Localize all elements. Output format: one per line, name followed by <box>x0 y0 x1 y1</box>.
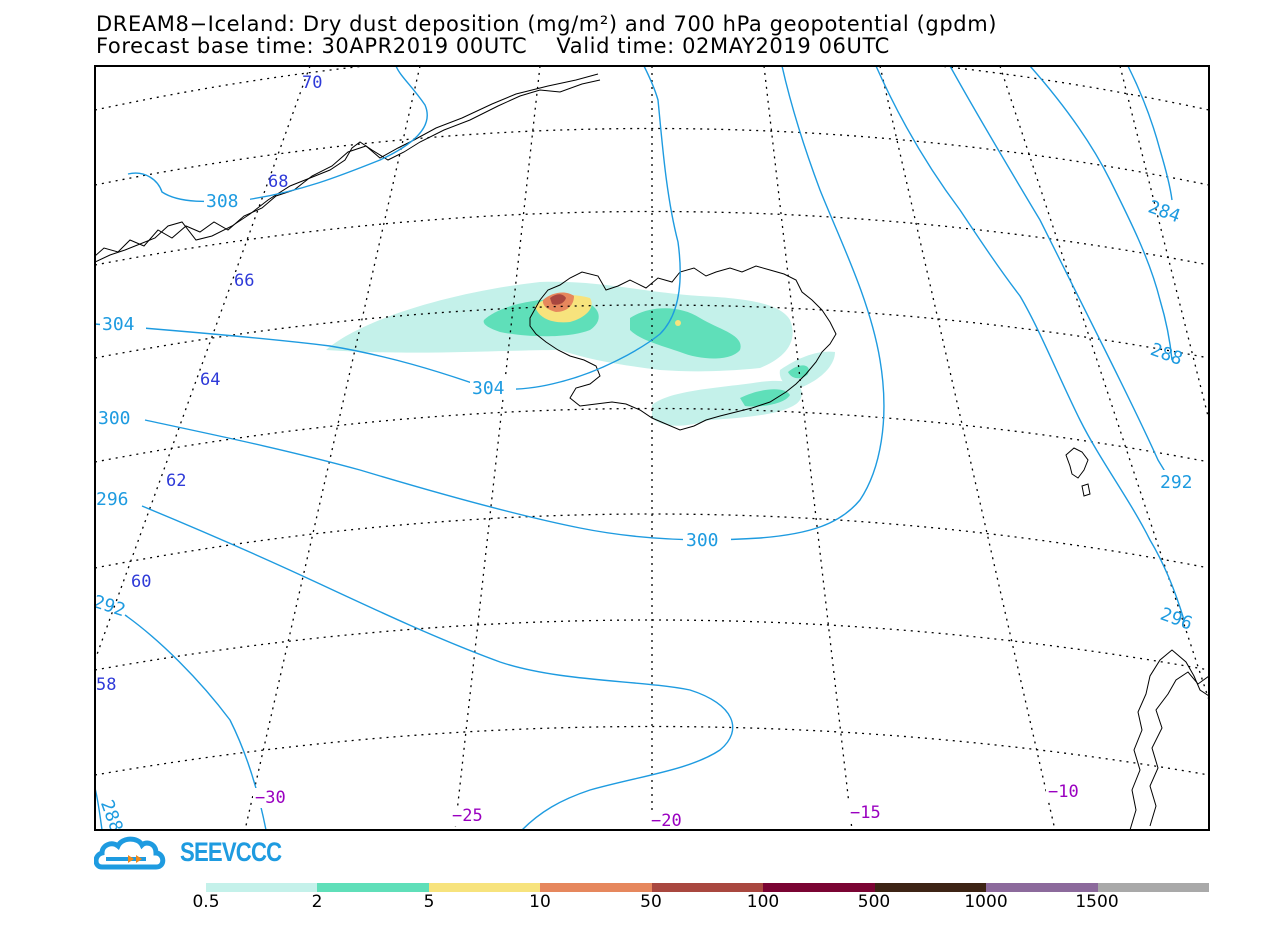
contour-label-292-east: 292 <box>1158 470 1204 493</box>
colorbar-label: 5 <box>423 892 435 912</box>
valid-time: Valid time: 02MAY2019 06UTC <box>556 34 890 58</box>
contour-label-300-b: 300 <box>683 530 731 551</box>
contour-label-304-b: 304 <box>470 377 516 399</box>
contour-label-300b-text: 300 <box>686 530 719 551</box>
colorbar-label: 1000 <box>964 892 1008 912</box>
map-title: DREAM8−Iceland: Dry dust deposition (mg/… <box>96 12 998 36</box>
dust-level-50 <box>550 294 566 305</box>
contour-296 <box>141 505 734 830</box>
faroe-islands <box>1065 447 1091 497</box>
lat-label-62: 62 <box>166 471 186 491</box>
lat-label-60: 60 <box>131 572 151 592</box>
contour-292-east <box>949 66 1171 481</box>
lat-label-66: 66 <box>234 271 254 291</box>
contour-label-288-east-text: 288 <box>1148 339 1186 370</box>
contour-label-292-text: 292 <box>90 591 127 621</box>
dust-spot-5 <box>675 320 681 326</box>
forecast-base-time: Forecast base time: 30APR2019 00UTC <box>96 34 528 58</box>
lon-label-w30: −30 <box>255 788 286 808</box>
seevccc-logo <box>94 836 166 870</box>
contour-label-296-text: 296 <box>96 489 129 510</box>
colorbar-label: 10 <box>529 892 551 912</box>
latitude-line-66 <box>95 210 1209 266</box>
colorbar <box>206 883 1209 892</box>
dust-level-2-central <box>630 308 741 359</box>
contour-label-300-a: 300 <box>96 407 142 429</box>
lat-label-68: 68 <box>268 172 288 192</box>
graticule <box>95 66 1209 830</box>
dust-level-0.5-south <box>652 380 802 426</box>
latitude-line-56 <box>95 725 1209 776</box>
longitude-line-w10 <box>879 66 1056 830</box>
norway-coast-detail <box>1149 671 1209 827</box>
iceland-coast <box>529 265 837 431</box>
contour-label-304b-text: 304 <box>472 378 505 399</box>
map-frame <box>94 65 1210 831</box>
contour-label-284-text: 284 <box>1145 196 1183 227</box>
greenland-coast <box>95 79 601 263</box>
norway-coast <box>1129 649 1209 830</box>
contour-label-296: 296 <box>95 488 141 510</box>
longitude-line-w15 <box>763 66 853 830</box>
contour-label-304-a: 304 <box>100 313 146 335</box>
colorbar-swatch-9 <box>1097 883 1209 892</box>
longitude-line-w25 <box>454 66 541 830</box>
lon-label-w15: −15 <box>850 803 881 823</box>
lat-label-58: 58 <box>96 675 116 695</box>
contour-label-296-east-text: 296 <box>1157 604 1195 635</box>
contour-label-304a-text: 304 <box>102 314 135 335</box>
contour-288-east <box>875 66 1185 621</box>
lat-label-64: 64 <box>200 370 220 390</box>
lon-label-w25: −25 <box>452 806 483 826</box>
colorbar-label: 100 <box>746 892 780 912</box>
contour-284 <box>1029 66 1173 361</box>
contour-label-308: 308 <box>204 190 250 212</box>
geopotential-contours <box>95 66 1185 830</box>
latitude-line-62 <box>95 407 1209 463</box>
longitude-line-w5 <box>999 66 1209 701</box>
contour-label-308-text: 308 <box>206 191 239 212</box>
contour-308 <box>127 66 428 203</box>
contour-label-292-east-text: 292 <box>1160 472 1193 493</box>
lon-label-w20: −20 <box>651 811 682 831</box>
contour-292-west <box>124 614 267 830</box>
colorbar-label: 0.5 <box>192 892 220 912</box>
colorbar-swatch-6 <box>763 883 875 892</box>
colorbar-label: 1500 <box>1075 892 1119 912</box>
contour-280 <box>1127 66 1173 201</box>
map-subtitle: Forecast base time: 30APR2019 00UTC Vali… <box>96 35 890 57</box>
longitude-line-w0 <box>1119 66 1209 421</box>
dust-plume <box>326 281 835 426</box>
colorbar-label: 50 <box>640 892 662 912</box>
contour-304-west <box>95 66 681 390</box>
colorbar-swatch-8 <box>986 883 1098 892</box>
logo-wordmark: SEEVCCC <box>180 837 282 867</box>
lon-label-w10: −10 <box>1048 782 1079 802</box>
colorbar-label: 2 <box>311 892 323 912</box>
latitude-labels: 70 68 66 64 62 60 58 <box>96 73 322 695</box>
longitude-line-w35 <box>95 66 311 661</box>
cloud-icon <box>94 836 166 870</box>
colorbar-label: 500 <box>857 892 891 912</box>
greenland-coast-detail <box>95 73 599 257</box>
contour-300 <box>144 66 885 541</box>
colorbar-swatch-7 <box>874 883 987 892</box>
lat-label-70: 70 <box>302 73 322 93</box>
colorbar-swatch-3 <box>428 883 541 892</box>
latitude-line-68 <box>95 127 1209 186</box>
dust-level-2-southeast <box>740 389 790 407</box>
longitude-labels: −30 −25 −20 −15 −10 <box>253 782 1096 831</box>
dust-level-2-east <box>788 365 809 379</box>
colorbar-swatch-5 <box>651 883 764 892</box>
colorbar-swatch-1 <box>206 883 318 892</box>
colorbar-swatch-2 <box>317 883 429 892</box>
contour-label-300a-text: 300 <box>98 408 131 429</box>
colorbar-swatch-4 <box>540 883 652 892</box>
